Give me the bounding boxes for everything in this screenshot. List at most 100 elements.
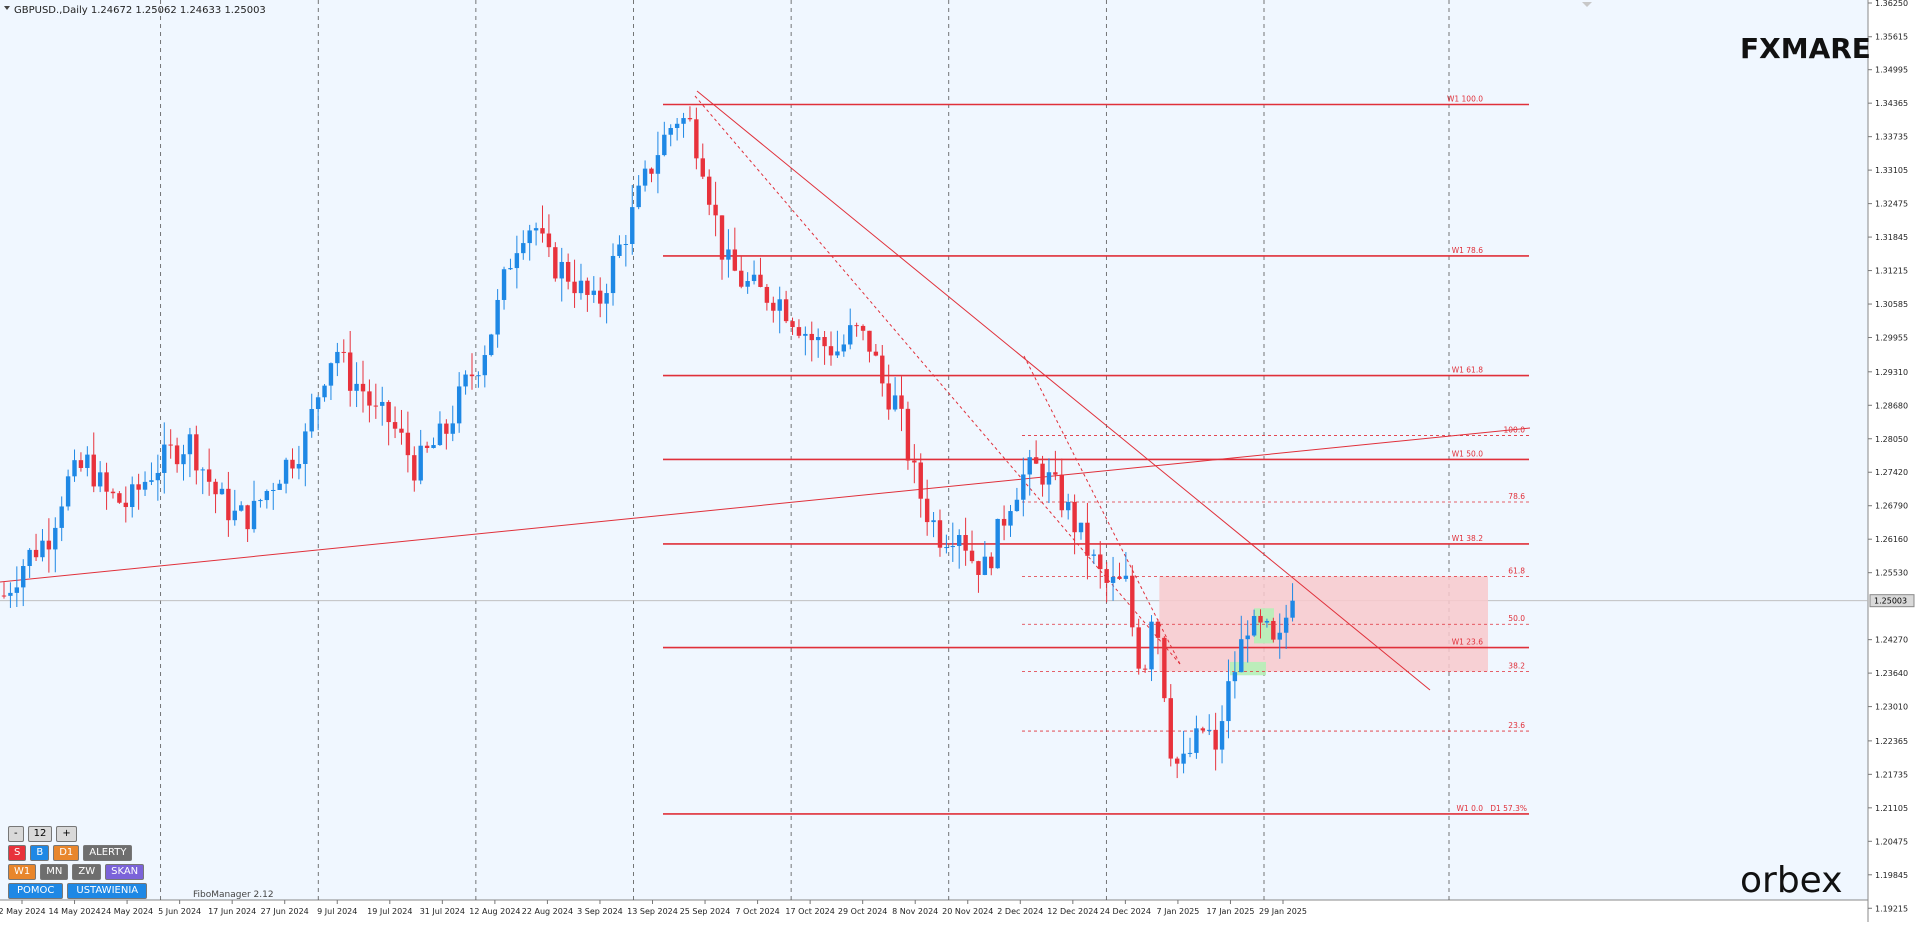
time-tick-label: 24 Dec 2024 bbox=[1100, 907, 1151, 916]
sell-button[interactable]: S bbox=[8, 845, 27, 861]
chart-shift-marker-icon bbox=[1582, 2, 1592, 7]
candle-body bbox=[1001, 518, 1007, 526]
candle-body bbox=[59, 506, 64, 528]
scan-button[interactable]: SKAN bbox=[105, 864, 145, 880]
candle-body bbox=[123, 502, 129, 508]
candle-body bbox=[264, 490, 270, 501]
candle-body bbox=[354, 383, 359, 391]
candle-body bbox=[540, 228, 545, 234]
plot-background bbox=[0, 0, 1868, 900]
candle-body bbox=[764, 286, 770, 303]
price-tick-label: 1.20475 bbox=[1875, 837, 1908, 846]
buy-button[interactable]: B bbox=[30, 845, 50, 861]
candle-body bbox=[149, 480, 154, 482]
candle-body bbox=[1283, 617, 1289, 633]
candle-body bbox=[1059, 474, 1064, 511]
candle-body bbox=[290, 459, 295, 469]
price-tick-label: 1.28680 bbox=[1875, 401, 1908, 410]
time-tick-label: 17 Oct 2024 bbox=[785, 907, 834, 916]
candle-body bbox=[867, 330, 872, 352]
time-tick-label: 20 Nov 2024 bbox=[942, 907, 993, 916]
timeframe-d1-button[interactable]: D1 bbox=[53, 845, 80, 861]
candle-body bbox=[674, 123, 680, 129]
count-value[interactable]: 12 bbox=[27, 826, 53, 842]
increase-button[interactable]: + bbox=[56, 826, 77, 842]
candle-body bbox=[322, 385, 327, 398]
trendlines bbox=[0, 90, 1531, 691]
candle-body bbox=[271, 489, 276, 491]
candle-body bbox=[1155, 621, 1161, 638]
candle-body bbox=[450, 423, 455, 434]
candle-body bbox=[431, 445, 436, 448]
candle-body bbox=[559, 261, 564, 279]
candle-body bbox=[880, 355, 885, 384]
time-tick-label: 25 Sep 2024 bbox=[680, 907, 731, 916]
candle-body bbox=[944, 547, 949, 549]
candle-body bbox=[495, 299, 500, 335]
candle-body bbox=[46, 540, 52, 550]
time-tick-label: 13 Sep 2024 bbox=[627, 907, 678, 916]
price-tick-label: 1.24270 bbox=[1875, 636, 1908, 645]
candle-body bbox=[104, 472, 109, 492]
candle-body bbox=[303, 431, 308, 464]
fib-level-label: W1 23.6 bbox=[1452, 638, 1483, 647]
time-tick-label: 19 Jul 2024 bbox=[367, 907, 412, 916]
candle-body bbox=[418, 445, 423, 481]
candle-body bbox=[142, 481, 148, 490]
candle-body bbox=[1142, 668, 1148, 670]
fib-levels: W1 100.0 W1 78.6 W1 61.8 W1 50.0 W1 38.2 W1 2… bbox=[663, 95, 1529, 815]
candle-body bbox=[1008, 511, 1013, 526]
grid bbox=[0, 0, 1868, 900]
candle-body bbox=[392, 422, 398, 429]
alerts-button[interactable]: ALERTY bbox=[83, 845, 133, 861]
time-tick-label: 2 Dec 2024 bbox=[997, 907, 1043, 916]
candle-body bbox=[521, 243, 526, 254]
candle-body bbox=[790, 321, 795, 328]
fib-level-label: W1 78.6 bbox=[1452, 246, 1483, 255]
candle-body bbox=[8, 592, 13, 596]
candle-body bbox=[1065, 501, 1071, 511]
decrease-button[interactable]: - bbox=[8, 826, 24, 842]
candle-body bbox=[578, 280, 584, 294]
candle-body bbox=[617, 244, 622, 256]
candle-body bbox=[533, 228, 539, 231]
candle-body bbox=[706, 176, 712, 205]
candle-body bbox=[783, 299, 789, 322]
candle-body bbox=[174, 445, 180, 465]
candle-body bbox=[72, 460, 77, 477]
zw-button[interactable]: ZW bbox=[72, 864, 102, 880]
fib-level-label: 23.6 bbox=[1508, 721, 1525, 730]
price-tick-label: 1.33105 bbox=[1875, 166, 1908, 175]
candle-body bbox=[1162, 637, 1167, 699]
timeframe-w1-button[interactable]: W1 bbox=[8, 864, 37, 880]
candle-body bbox=[200, 469, 205, 471]
candle-body bbox=[924, 498, 930, 523]
candle-body bbox=[886, 383, 891, 410]
settings-button[interactable]: USTAWIENIA bbox=[67, 883, 148, 899]
candle-body bbox=[892, 395, 898, 410]
candle-body bbox=[610, 255, 616, 294]
candle-body bbox=[53, 527, 58, 550]
time-tick-label: 3 Sep 2024 bbox=[577, 907, 623, 916]
symbol-dropdown-icon[interactable] bbox=[4, 6, 10, 10]
timeframe-mn-button[interactable]: MN bbox=[40, 864, 69, 880]
time-tick-label: 27 Jun 2024 bbox=[261, 907, 309, 916]
candle-body bbox=[815, 337, 821, 341]
fib-level-label: W1 50.0 bbox=[1452, 449, 1483, 458]
current-price-box bbox=[1869, 594, 1915, 608]
candle-body bbox=[162, 444, 167, 473]
candle-body bbox=[758, 274, 763, 287]
candle-body bbox=[226, 488, 231, 521]
candle-body bbox=[803, 333, 808, 336]
candle-body bbox=[1110, 576, 1116, 583]
trendline bbox=[694, 95, 1181, 665]
candle-body bbox=[649, 168, 654, 174]
price-tick-label: 1.34995 bbox=[1875, 66, 1908, 75]
time-tick-label: 12 Dec 2024 bbox=[1047, 907, 1098, 916]
help-button[interactable]: POMOC bbox=[8, 883, 64, 899]
candle-body bbox=[1072, 501, 1077, 533]
candle-body bbox=[232, 510, 237, 521]
price-tick-label: 1.29310 bbox=[1875, 368, 1908, 377]
